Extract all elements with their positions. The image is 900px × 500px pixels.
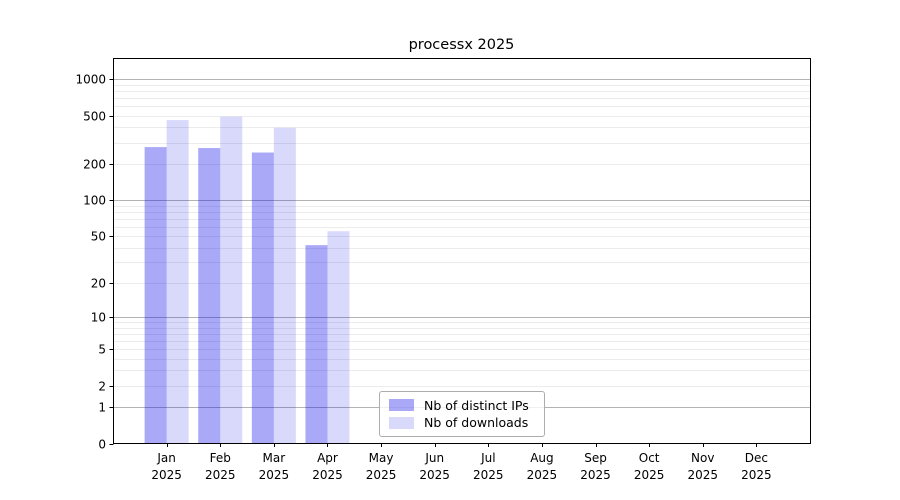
legend-item-downloads: Nb of downloads [389, 415, 535, 430]
x-tick-label-month: May [369, 451, 394, 465]
x-tick-label-month: Nov [691, 451, 714, 465]
x-tick-label-year: 2025 [312, 468, 343, 482]
y-axis: 0 1 2 5 10 20 50 100 200 500 1000 [75, 73, 114, 452]
x-tick-label-year: 2025 [473, 468, 504, 482]
x-tick-label-month: Aug [530, 451, 553, 465]
legend-label: Nb of downloads [424, 415, 529, 431]
bar-nb-of-downloads-apr [327, 231, 350, 444]
chart-title: processx 2025 [408, 37, 515, 53]
x-tick-label-year: 2025 [205, 468, 236, 482]
x-tick-label-month: Oct [639, 451, 660, 465]
bar-nb-of-distinct-ips-mar [251, 152, 274, 444]
bar-nb-of-distinct-ips-feb [198, 148, 221, 444]
legend-swatch-distinct-ips-icon [389, 399, 414, 412]
legend-swatch-downloads-icon [389, 416, 414, 429]
y-tick-label: 50 [91, 230, 106, 244]
x-tick-label-month: Mar [263, 451, 286, 465]
x-tick-label-month: Jan [156, 451, 176, 465]
x-tick-label-year: 2025 [687, 468, 718, 482]
x-tick-label-month: Jul [480, 451, 495, 465]
y-tick-label: 20 [91, 277, 106, 291]
x-axis: Jan 2025 Feb 2025 Mar 2025 Apr 2025 May 2025 Jun 20… [151, 443, 772, 482]
y-tick-label: 10 [91, 311, 106, 325]
x-tick-label-month: Sep [584, 451, 607, 465]
x-tick-label-year: 2025 [580, 468, 611, 482]
x-tick-label-month: Jun [424, 451, 444, 465]
x-tick-label-year: 2025 [527, 468, 558, 482]
legend-label: Nb of distinct IPs [424, 397, 529, 413]
bar-nb-of-downloads-jan [166, 120, 189, 444]
legend: Nb of distinct IPs Nb of downloads [379, 391, 545, 437]
x-tick-label-year: 2025 [259, 468, 290, 482]
x-tick-label-year: 2025 [634, 468, 665, 482]
x-tick-label-month: Feb [210, 451, 231, 465]
bars [144, 116, 350, 444]
axes-frame [113, 58, 811, 444]
x-tick-label-month: Apr [317, 451, 338, 465]
y-tick-label: 2 [98, 380, 106, 394]
x-tick-label-year: 2025 [419, 468, 450, 482]
bar-nb-of-distinct-ips-jan [144, 147, 167, 444]
y-tick-label: 200 [83, 158, 106, 172]
y-tick-label: 1 [98, 401, 106, 415]
legend-item-distinct-ips: Nb of distinct IPs [389, 398, 535, 413]
x-tick-label-year: 2025 [151, 468, 182, 482]
x-tick-label-year: 2025 [741, 468, 772, 482]
y-tick-label: 1000 [75, 73, 106, 87]
x-tick-label-month: Dec [745, 451, 768, 465]
y-tick-label: 500 [83, 110, 106, 124]
y-tick-label: 0 [98, 438, 106, 452]
bar-nb-of-downloads-feb [220, 116, 243, 444]
bar-nb-of-downloads-mar [273, 127, 296, 444]
y-tick-label: 5 [98, 343, 106, 357]
bar-nb-of-distinct-ips-apr [305, 245, 328, 444]
x-tick-label-year: 2025 [366, 468, 397, 482]
minor-gridlines [113, 85, 810, 387]
y-tick-label: 100 [83, 194, 106, 208]
